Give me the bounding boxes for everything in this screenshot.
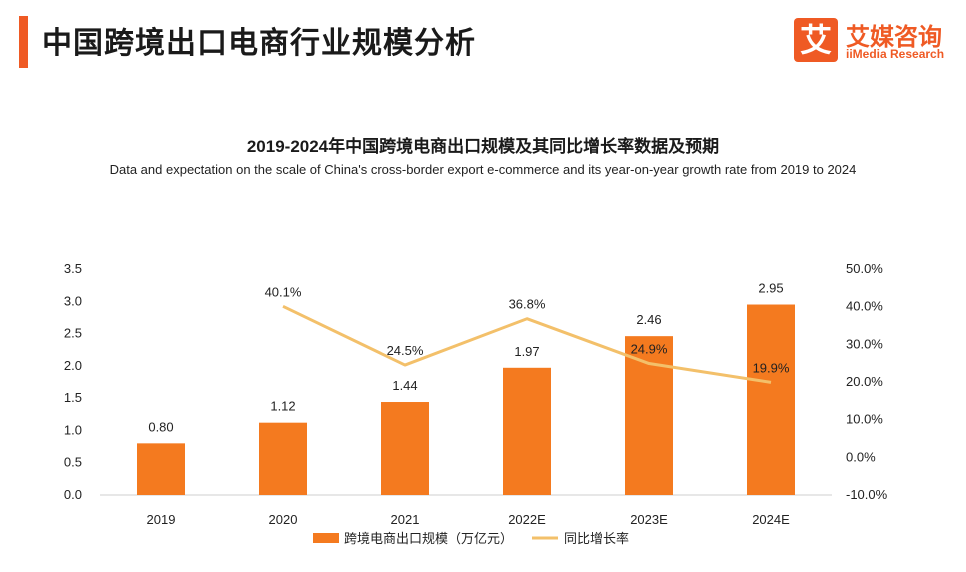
x-tick-label: 2024E <box>752 512 790 527</box>
y2-tick-label: 30.0% <box>846 336 883 351</box>
bar-value-label: 1.44 <box>392 378 417 393</box>
y2-tick-label: 10.0% <box>846 412 883 427</box>
y2-tick-label: -10.0% <box>846 487 888 502</box>
y-tick-label: 1.5 <box>64 390 82 405</box>
y-tick-label: 0.5 <box>64 455 82 470</box>
y2-tick-label: 40.0% <box>846 299 883 314</box>
bar-value-label: 2.46 <box>636 312 661 327</box>
growth-value-label: 24.5% <box>387 343 424 358</box>
bar <box>259 422 307 495</box>
bar-value-label: 1.12 <box>270 399 295 414</box>
y-tick-label: 1.0 <box>64 422 82 437</box>
iimedia-logo: 艾 艾媒咨询 iiMedia Research <box>794 18 954 68</box>
y2-tick-label: 20.0% <box>846 374 883 389</box>
page-title: 中国跨境出口电商行业规模分析 <box>42 27 476 60</box>
x-tick-label: 2020 <box>269 512 298 527</box>
growth-line <box>282 304 772 384</box>
y-tick-label: 2.5 <box>64 326 82 341</box>
x-tick-label: 2021 <box>391 512 420 527</box>
y-tick-label: 2.0 <box>64 358 82 373</box>
title-accent-bar <box>19 16 28 68</box>
legend-bar-swatch <box>313 533 339 543</box>
chart-title: 2019-2024年中国跨境电商出口规模及其同比增长率数据及预期 <box>246 137 720 156</box>
bar-value-label: 1.97 <box>514 344 539 359</box>
bar <box>381 402 429 495</box>
bar <box>625 336 673 495</box>
logo-en-text: iiMedia Research <box>846 47 945 61</box>
bar <box>503 367 551 495</box>
bar <box>747 304 795 495</box>
y-tick-label: 3.5 <box>64 261 82 276</box>
y2-tick-label: 0.0% <box>846 449 876 464</box>
chart-subtitle: Data and expectation on the scale of Chi… <box>109 162 857 177</box>
bar-value-label: 2.95 <box>758 281 783 296</box>
logo-cn-text: 艾媒咨询 <box>846 24 942 51</box>
y-tick-label: 0.0 <box>64 487 82 502</box>
bar <box>137 443 185 495</box>
growth-value-label: 36.8% <box>509 297 546 312</box>
legend-bar-label: 跨境电商出口规模（万亿元） <box>344 531 513 546</box>
bar-value-label: 0.80 <box>148 419 173 434</box>
growth-value-label: 24.9% <box>631 342 668 357</box>
growth-value-label: 40.1% <box>265 284 302 299</box>
x-tick-label: 2019 <box>147 512 176 527</box>
x-tick-label: 2023E <box>630 512 668 527</box>
y-tick-label: 3.0 <box>64 293 82 308</box>
y2-tick-label: 50.0% <box>846 261 883 276</box>
growth-value-label: 19.9% <box>753 360 790 375</box>
legend-line-label: 同比增长率 <box>564 531 629 546</box>
logo-mark: 艾 <box>794 18 838 62</box>
x-tick-label: 2022E <box>508 512 546 527</box>
